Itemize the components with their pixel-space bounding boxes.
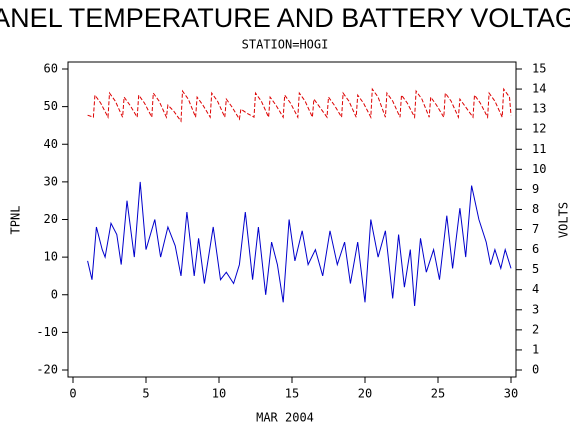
- y-tick-label: -10: [36, 325, 58, 339]
- x-tick-label: 0: [69, 387, 76, 401]
- x-axis-label: MAR 2004: [256, 411, 314, 425]
- y-tick-label: -20: [36, 363, 58, 377]
- y2-tick-label: 0: [532, 363, 539, 377]
- series-line: [87, 181, 512, 307]
- y2-tick-label: 14: [532, 82, 546, 96]
- y2-tick-label: 6: [532, 242, 539, 256]
- y-axis-label: TPNL: [9, 206, 23, 235]
- y2-tick-label: 10: [532, 162, 546, 176]
- y2-tick-label: 5: [532, 262, 539, 276]
- y2-tick-label: 3: [532, 302, 539, 316]
- y2-axis-label: VOLTS: [557, 202, 570, 238]
- y2-tick-label: 12: [532, 122, 546, 136]
- chart-title: PANEL TEMPERATURE AND BATTERY VOLTAGE: [0, 3, 570, 33]
- series-line: [87, 87, 512, 123]
- y2-tick-label: 9: [532, 182, 539, 196]
- y-tick-label: 60: [44, 62, 58, 76]
- x-tick-label: 10: [212, 387, 226, 401]
- y2-tick-label: 13: [532, 102, 546, 116]
- x-tick-label: 15: [285, 387, 299, 401]
- y2-tick-label: 2: [532, 322, 539, 336]
- y-tick-label: 30: [44, 174, 58, 188]
- y2-tick-label: 8: [532, 202, 539, 216]
- y2-tick-label: 15: [532, 62, 546, 76]
- chart-subtitle: STATION=HOGI: [242, 38, 329, 52]
- y-tick-label: 40: [44, 137, 58, 151]
- y-tick-label: 50: [44, 99, 58, 113]
- y2-tick-label: 1: [532, 342, 539, 356]
- x-tick-label: 20: [358, 387, 372, 401]
- y2-tick-label: 7: [532, 222, 539, 236]
- x-tick-label: 5: [142, 387, 149, 401]
- y-tick-label: 0: [51, 287, 58, 301]
- x-tick-label: 30: [504, 387, 518, 401]
- y-tick-label: 10: [44, 250, 58, 264]
- y-tick-label: 20: [44, 212, 58, 226]
- plot-frame: [67, 61, 517, 378]
- y2-tick-label: 11: [532, 142, 546, 156]
- x-tick-label: 25: [431, 387, 445, 401]
- y2-tick-label: 4: [532, 282, 539, 296]
